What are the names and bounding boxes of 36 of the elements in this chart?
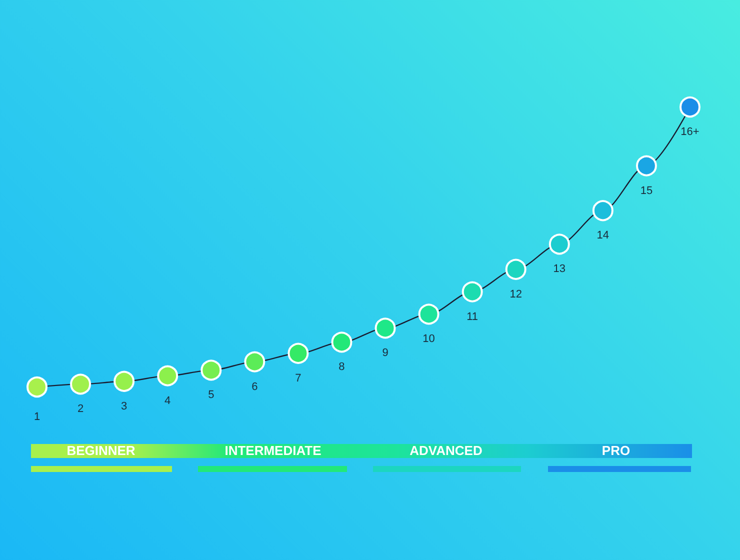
- x-tick-label: 9: [382, 347, 388, 360]
- point: [70, 374, 92, 395]
- x-tick-label: 7: [295, 372, 302, 384]
- x-tick-label: 12: [510, 288, 522, 300]
- point: [26, 376, 48, 398]
- point: [331, 332, 352, 353]
- point: [200, 360, 222, 381]
- x-tick-label: 8: [338, 361, 345, 374]
- x-tick-label: 3: [121, 400, 128, 412]
- text: BEGINNER: [66, 443, 136, 458]
- point: [374, 318, 396, 339]
- text: PRO: [600, 443, 632, 458]
- x-tick-label: 15: [640, 184, 653, 197]
- x-tick-label: 10: [422, 333, 435, 346]
- point: [592, 200, 614, 222]
- x-tick-label: 4: [164, 394, 171, 407]
- x-tick-label: 1: [34, 411, 40, 423]
- x-tick-label: 2: [77, 403, 84, 416]
- point: [462, 281, 483, 302]
- point: [114, 370, 135, 392]
- x-tick-label: 16+: [680, 126, 700, 138]
- text: INTERMEDIATE: [224, 443, 322, 458]
- point: [680, 96, 700, 118]
- point: [244, 351, 266, 372]
- point: [418, 304, 440, 325]
- x-tick-label: 11: [466, 310, 478, 323]
- point: [636, 155, 657, 176]
- x-tick-label: 5: [208, 389, 214, 402]
- x-tick-label: 14: [596, 230, 610, 242]
- text: ADVANCED: [408, 443, 484, 458]
- x-tick-label: 13: [553, 263, 566, 276]
- point: [548, 234, 570, 255]
- point: [288, 342, 309, 364]
- x-tick-label: 6: [252, 380, 258, 393]
- point: [157, 365, 178, 386]
- point: [505, 258, 526, 280]
